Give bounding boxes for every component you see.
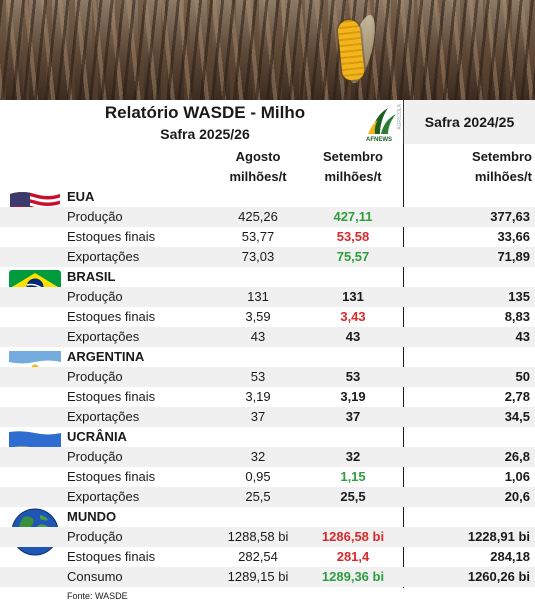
previous-season-value: 71,89 <box>497 249 530 264</box>
col-prev-setembro-header: Setembro milhões/t <box>440 147 532 187</box>
row-label: Consumo <box>67 569 123 584</box>
previous-season-title: Safra 2024/25 <box>424 114 515 130</box>
table-row: Produção 1288,58 bi 1286,58 bi 1228,91 bi <box>0 527 535 547</box>
agosto-value: 43 <box>250 329 266 344</box>
setembro-value: 1289,36 bi <box>321 569 385 584</box>
table-row: Estoques finais 3,59 3,43 8,83 <box>0 307 535 327</box>
corn-field-banner <box>0 0 535 100</box>
table-row: Exportações 43 43 43 <box>0 327 535 347</box>
report-subtitle: Safra 2025/26 <box>160 126 250 142</box>
country-name: EUA <box>67 189 95 204</box>
setembro-value: 427,11 <box>333 209 373 224</box>
table-row: Produção 131 131 135 <box>0 287 535 307</box>
row-label: Exportações <box>67 409 140 424</box>
agosto-value: 32 <box>250 449 266 464</box>
row-label: Estoques finais <box>67 549 156 564</box>
previous-season-value: 135 <box>508 289 530 304</box>
previous-season-value: 1260,26 bi <box>467 569 530 584</box>
previous-season-header: Safra 2024/25 <box>403 100 535 144</box>
agosto-value: 53 <box>250 369 266 384</box>
setembro-value: 32 <box>345 449 361 464</box>
setembro-value: 25,5 <box>340 489 366 504</box>
agosto-value: 425,26 <box>238 209 278 224</box>
table-row: Produção 32 32 26,8 <box>0 447 535 467</box>
row-label: Exportações <box>67 329 140 344</box>
setembro-value: 43 <box>345 329 361 344</box>
setembro-value: 3,43 <box>340 309 366 324</box>
row-label: Produção <box>67 529 123 544</box>
col-setembro-label: Setembro <box>323 149 383 164</box>
table-row: Consumo 1289,15 bi 1289,36 bi 1260,26 bi <box>0 567 535 587</box>
col-prev-setembro-label: Setembro <box>472 149 532 164</box>
setembro-value: 1,15 <box>340 469 366 484</box>
col-setembro-header: Setembro milhões/t <box>312 147 394 187</box>
agosto-value: 1289,15 bi <box>227 569 289 584</box>
agosto-value: 3,19 <box>245 389 271 404</box>
previous-season-value: 43 <box>515 329 530 344</box>
row-label: Exportações <box>67 489 140 504</box>
agosto-value: 25,5 <box>245 489 271 504</box>
previous-season-value: 1,06 <box>504 469 530 484</box>
row-label: Estoques finais <box>67 309 156 324</box>
source-footer: Fonte: WASDE <box>67 591 128 601</box>
setembro-value: 131 <box>342 289 364 304</box>
col-agosto-header: Agosto milhões/t <box>215 147 301 187</box>
table-row: Exportações 37 37 34,5 <box>0 407 535 427</box>
previous-season-value: 1228,91 bi <box>467 529 530 544</box>
col-setembro-unit: milhões/t <box>324 169 382 184</box>
table-row: Exportações 73,03 75,57 71,89 <box>0 247 535 267</box>
previous-season-value: 34,5 <box>504 409 530 424</box>
setembro-value: 1286,58 bi <box>321 529 385 544</box>
setembro-value: 281,4 <box>336 549 370 564</box>
col-agosto-unit: milhões/t <box>229 169 287 184</box>
setembro-value: 3,19 <box>340 389 366 404</box>
row-label: Estoques finais <box>67 389 156 404</box>
previous-season-value: 50 <box>515 369 530 384</box>
afnews-logo-text: AFNEWS <box>366 137 392 143</box>
col-prev-setembro-unit: milhões/t <box>474 169 532 184</box>
row-label: Produção <box>67 369 123 384</box>
row-label: Estoques finais <box>67 469 156 484</box>
afnews-logo-icon <box>368 108 396 134</box>
setembro-value: 37 <box>345 409 361 424</box>
table-row: Estoques finais 3,19 3,19 2,78 <box>0 387 535 407</box>
country-name: ARGENTINA <box>67 349 145 364</box>
previous-season-value: 33,66 <box>497 229 530 244</box>
agosto-value: 53,77 <box>241 229 275 244</box>
table-row: Exportações 25,5 25,5 20,6 <box>0 487 535 507</box>
agosto-value: 3,59 <box>245 309 271 324</box>
table-row: Estoques finais 0,95 1,15 1,06 <box>0 467 535 487</box>
previous-season-value: 2,78 <box>504 389 530 404</box>
agosto-value: 0,95 <box>245 469 271 484</box>
setembro-value: 53 <box>345 369 361 384</box>
previous-season-value: 20,6 <box>504 489 530 504</box>
table-row: Produção 425,26 427,11 377,63 <box>0 207 535 227</box>
agosto-value: 131 <box>247 289 269 304</box>
row-label: Produção <box>67 209 123 224</box>
row-label: Exportações <box>67 249 140 264</box>
table-row: Produção 53 53 50 <box>0 367 535 387</box>
setembro-value: 53,58 <box>336 229 370 244</box>
col-agosto-label: Agosto <box>235 149 281 164</box>
country-name: UCRÂNIA <box>67 429 127 444</box>
country-name: MUNDO <box>67 509 117 524</box>
agosto-value: 73,03 <box>241 249 275 264</box>
row-label: Produção <box>67 289 123 304</box>
row-label: Estoques finais <box>67 229 156 244</box>
country-name: BRASIL <box>67 269 116 284</box>
agosto-value: 1288,58 bi <box>227 529 289 544</box>
table-row: Estoques finais 53,77 53,58 33,66 <box>0 227 535 247</box>
agosto-value: 282,54 <box>238 549 278 564</box>
agosto-value: 37 <box>250 409 266 424</box>
previous-season-value: 284,18 <box>490 549 530 564</box>
row-label: Produção <box>67 449 123 464</box>
setembro-value: 75,57 <box>336 249 370 264</box>
column-divider <box>403 144 404 588</box>
report-title: Relatório WASDE - Milho <box>104 103 306 122</box>
previous-season-value: 377,63 <box>490 209 530 224</box>
previous-season-value: 8,83 <box>504 309 530 324</box>
previous-season-value: 26,8 <box>504 449 530 464</box>
table-row: Estoques finais 282,54 281,4 284,18 <box>0 547 535 567</box>
